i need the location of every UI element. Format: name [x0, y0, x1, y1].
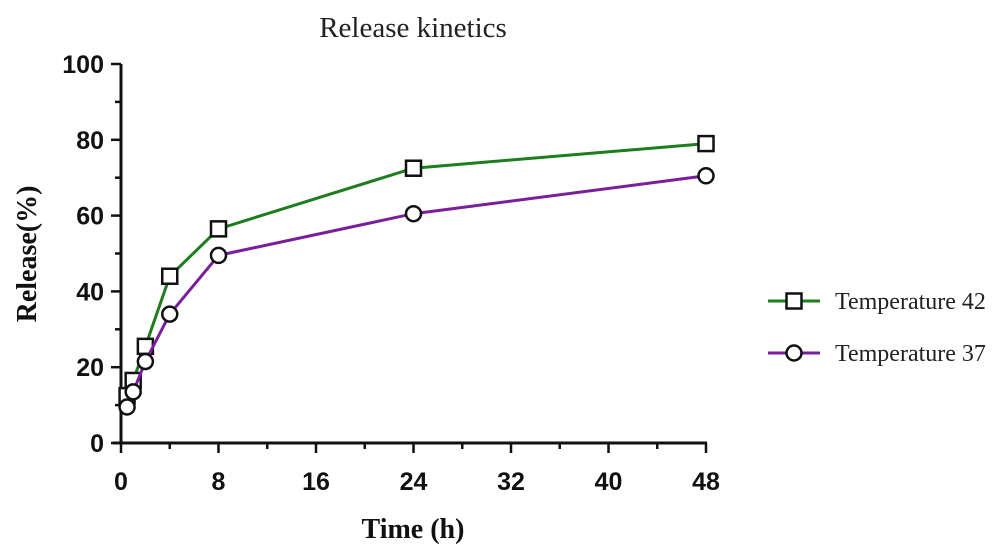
data-point-temp-37 — [697, 167, 715, 185]
chart-title: Release kinetics — [319, 12, 507, 44]
y-tick-label: 20 — [76, 354, 104, 382]
data-point-temp-42 — [404, 159, 423, 177]
y-tick-label: 0 — [90, 430, 104, 458]
y-tick-label: 40 — [76, 278, 104, 306]
x-axis-label: Time (h) — [362, 514, 465, 545]
x-tick-label: 24 — [400, 468, 428, 496]
y-axis-label: Release(%) — [12, 186, 43, 323]
y-tick-label: 60 — [76, 203, 104, 231]
x-tick-label: 16 — [302, 468, 330, 496]
legend-marker-temp-37 — [785, 344, 803, 362]
y-tick-label: 100 — [62, 51, 104, 79]
x-tick-label: 32 — [497, 468, 525, 496]
legend-label-temp-37: Temperature 37 — [835, 341, 986, 367]
data-point-temp-37 — [161, 305, 179, 323]
x-tick-label: 8 — [212, 468, 226, 496]
data-point-temp-37 — [124, 383, 142, 401]
x-tick-label: 40 — [595, 468, 623, 496]
plot-area: 0 20 40 60 80 100 0 8 16 24 32 40 48 — [62, 51, 720, 496]
legend-marker-temp-42 — [785, 292, 803, 310]
data-point-temp-37 — [136, 352, 155, 371]
legend: Temperature 42 Temperature 37 — [768, 289, 986, 367]
data-point-temp-42 — [209, 220, 228, 238]
data-point-temp-37 — [209, 246, 228, 265]
legend-label-temp-42: Temperature 42 — [835, 289, 986, 315]
series-line-temp-42 — [125, 142, 707, 397]
data-point-temp-37 — [118, 398, 136, 416]
x-tick-label: 0 — [114, 468, 128, 496]
data-point-temp-42 — [697, 134, 715, 153]
y-tick-label: 80 — [76, 127, 104, 155]
x-tick-label: 48 — [692, 468, 720, 496]
data-point-temp-42 — [161, 267, 179, 285]
data-point-temp-37 — [404, 204, 423, 223]
